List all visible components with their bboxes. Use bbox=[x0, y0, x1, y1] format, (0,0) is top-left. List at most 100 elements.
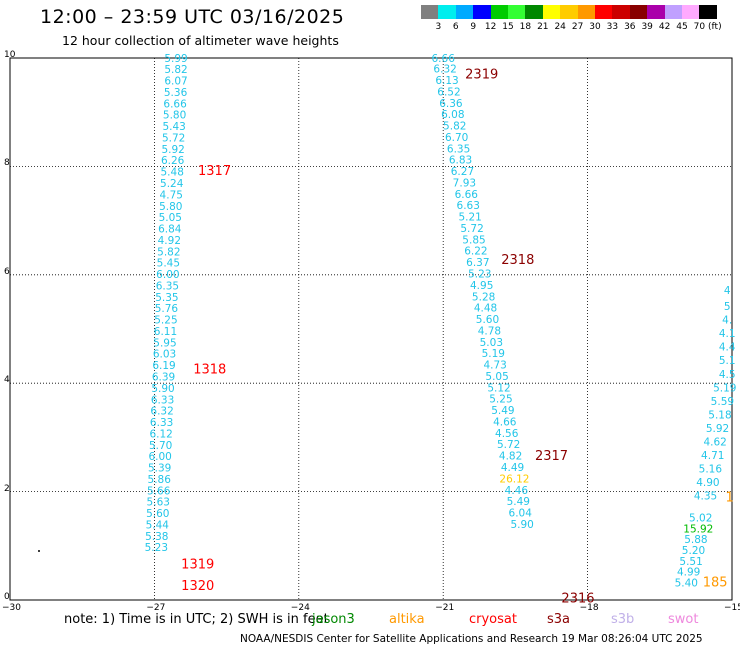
wave-height-value: 6.00 bbox=[156, 269, 179, 281]
color-scale-label: 42 bbox=[658, 22, 671, 32]
color-scale-label: 36 bbox=[624, 22, 636, 32]
color-scale-swatch bbox=[577, 5, 596, 19]
color-scale-label: 12 bbox=[484, 22, 497, 32]
wave-height-value: 5.45 bbox=[157, 258, 180, 270]
pass-number-label: 1319 bbox=[181, 558, 214, 573]
plot-frame bbox=[9, 57, 733, 601]
mission-label-s3a: s3a bbox=[547, 612, 571, 627]
wave-height-value: 5.92 bbox=[706, 423, 729, 435]
chart-subtitle: 12 hour collection of altimeter wave hei… bbox=[62, 33, 339, 48]
wave-height-value: 5.72 bbox=[162, 132, 185, 144]
wave-height-value: 5.05 bbox=[159, 212, 182, 224]
pass-number-label: 2317 bbox=[535, 449, 568, 464]
wave-height-value: 5.92 bbox=[161, 144, 184, 156]
wave-height-value: 4.75 bbox=[160, 189, 183, 201]
color-scale-unit: (ft) bbox=[708, 22, 722, 32]
wave-height-value: 6.52 bbox=[437, 86, 460, 98]
color-scale-swatch bbox=[629, 5, 648, 19]
wave-height-value: 5.59 bbox=[711, 396, 734, 408]
color-scale-swatch bbox=[438, 5, 457, 19]
wave-height-value: 6.37 bbox=[466, 257, 489, 269]
wave-height-value: 4.35 bbox=[694, 491, 717, 503]
y-tick-label: 10 bbox=[4, 50, 16, 60]
wave-height-value: 5.44 bbox=[146, 519, 170, 531]
wave-height-value: 5.48 bbox=[161, 167, 184, 179]
wave-height-value: 6.70 bbox=[445, 132, 468, 144]
wave-height-value: 5.16 bbox=[699, 464, 723, 476]
color-scale-label: 39 bbox=[641, 22, 653, 32]
wave-height-value: 5.39 bbox=[148, 463, 171, 475]
wave-height-value: 4.4 bbox=[719, 342, 736, 354]
wave-height-value: 5.02 bbox=[689, 512, 712, 524]
wave-height-value: 5.05 bbox=[485, 371, 508, 383]
wave-height-value: 5.70 bbox=[149, 440, 172, 452]
color-scale-swatch bbox=[421, 5, 439, 19]
wave-height-value: 5.03 bbox=[480, 337, 503, 349]
pass-number-label: 1317 bbox=[198, 164, 231, 179]
wave-height-value: 4.82 bbox=[499, 451, 522, 463]
wave-height-value: 6.33 bbox=[151, 394, 174, 406]
x-tick-label: −18 bbox=[579, 603, 599, 613]
color-scale-swatch bbox=[455, 5, 474, 19]
color-scale-label: 15 bbox=[502, 22, 514, 32]
wave-height-value: 4.56 bbox=[495, 428, 519, 440]
color-scale-swatch bbox=[508, 5, 526, 19]
wave-height-value: 6.08 bbox=[441, 109, 464, 121]
color-scale-label: 24 bbox=[554, 22, 566, 32]
wave-height-value: 4.46 bbox=[505, 485, 529, 497]
wave-height-value: 6.35 bbox=[156, 280, 179, 292]
wave-height-value: 6.83 bbox=[449, 155, 472, 167]
wave-height-value: 4.99 bbox=[677, 567, 700, 579]
color-scale-label: 9 bbox=[470, 22, 477, 32]
x-tick-label: −30 bbox=[2, 603, 21, 613]
color-scale-swatch bbox=[542, 5, 561, 19]
wave-height-value: 5.63 bbox=[147, 497, 170, 509]
wave-height-value: 6.07 bbox=[164, 76, 187, 88]
color-scale-label: 18 bbox=[519, 22, 532, 32]
color-scale-label: 70 bbox=[693, 22, 706, 32]
mission-label-altika: altika bbox=[389, 612, 425, 627]
y-tick-label: 0 bbox=[4, 592, 10, 602]
x-tick-label: −24 bbox=[290, 603, 310, 613]
note-text: note: 1) Time is in UTC; 2) SWH is in fe… bbox=[64, 612, 329, 627]
wave-height-value: 5.88 bbox=[684, 534, 707, 546]
color-scale-swatch bbox=[473, 5, 492, 19]
color-scale-label: 21 bbox=[537, 22, 549, 32]
color-scale-label: 3 bbox=[435, 22, 442, 32]
wave-height-value: 5.82 bbox=[164, 64, 187, 76]
pass-number-label: 1320 bbox=[181, 579, 214, 594]
pass-number-label: 2318 bbox=[501, 253, 534, 268]
wave-height-value: 4.71 bbox=[701, 450, 724, 462]
wave-height-value: 4 bbox=[724, 285, 731, 297]
wave-height-value: 6.35 bbox=[447, 143, 470, 155]
wave-height-value: 6.00 bbox=[148, 451, 171, 463]
y-tick-label: 2 bbox=[4, 483, 10, 494]
mission-label-jason3: jason3 bbox=[312, 612, 355, 627]
wave-height-value: 4.92 bbox=[158, 235, 181, 247]
pass-number-label: 2319 bbox=[465, 68, 498, 83]
pass-number-label: 1318 bbox=[193, 362, 226, 377]
wave-height-value: 6.84 bbox=[158, 224, 182, 236]
wave-height-value: 5.90 bbox=[151, 383, 174, 395]
wave-height-value: 6.22 bbox=[464, 246, 487, 258]
wave-height-value: 5.49 bbox=[507, 496, 530, 508]
wave-height-value: 4.49 bbox=[501, 462, 524, 474]
wave-height-value: 5.23 bbox=[468, 269, 491, 281]
wave-height-value: 6.26 bbox=[161, 155, 185, 167]
color-scale-swatch bbox=[699, 5, 718, 19]
pass-number-label: 1 bbox=[725, 490, 733, 505]
color-scale-swatch bbox=[612, 5, 631, 19]
wave-height-value: 4.48 bbox=[474, 303, 497, 315]
wave-height-value: 5.18 bbox=[708, 409, 731, 421]
wave-height-value: 6.13 bbox=[435, 75, 458, 87]
wave-height-value: 6.33 bbox=[150, 417, 173, 429]
wave-height-value: 5.80 bbox=[163, 110, 186, 122]
wave-height-value: 5.40 bbox=[675, 577, 698, 589]
wave-height-value: 6.32 bbox=[433, 64, 456, 76]
wave-height-value: 5.60 bbox=[476, 314, 499, 326]
wave-height-value: 5.21 bbox=[458, 212, 481, 224]
wave-height-value: 5.51 bbox=[679, 556, 702, 568]
wave-height-value: 5.80 bbox=[159, 201, 182, 213]
wave-height-value: 6.32 bbox=[150, 406, 173, 418]
